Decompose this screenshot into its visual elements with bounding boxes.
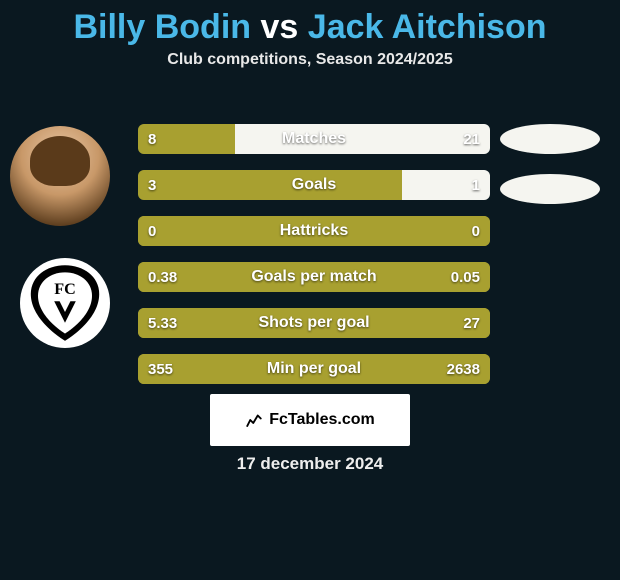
player2-marker-ellipse	[500, 124, 600, 154]
stat-label: Hattricks	[138, 216, 490, 246]
stat-row: 0.380.05Goals per match	[138, 262, 490, 292]
stat-label: Goals per match	[138, 262, 490, 292]
credit-badge: FcTables.com	[210, 394, 410, 446]
comparison-title: Billy Bodin vs Jack Aitchison	[0, 0, 620, 51]
player2-marker-ellipse	[500, 174, 600, 204]
player2-club-badge: FC	[20, 258, 110, 348]
stat-row: 3552638Min per goal	[138, 354, 490, 384]
stat-row: 00Hattricks	[138, 216, 490, 246]
stat-label: Goals	[138, 170, 490, 200]
title-player1: Billy Bodin	[73, 8, 251, 46]
stat-row: 821Matches	[138, 124, 490, 154]
stat-bars: 821Matches 31Goals 00Hattricks 0.380.05Goal…	[138, 124, 490, 400]
stat-row: 5.3327Shots per goal	[138, 308, 490, 338]
subtitle: Club competitions, Season 2024/2025	[0, 51, 620, 69]
stat-label: Matches	[138, 124, 490, 154]
chart-icon	[245, 411, 263, 429]
stat-label: Shots per goal	[138, 308, 490, 338]
player1-avatar	[10, 126, 110, 226]
stat-label: Min per goal	[138, 354, 490, 384]
credit-text: FcTables.com	[269, 411, 375, 429]
svg-text:FC: FC	[54, 280, 76, 298]
title-player2: Jack Aitchison	[308, 8, 547, 46]
stat-row: 31Goals	[138, 170, 490, 200]
date: 17 december 2024	[0, 454, 620, 474]
title-vs: vs	[261, 8, 299, 46]
